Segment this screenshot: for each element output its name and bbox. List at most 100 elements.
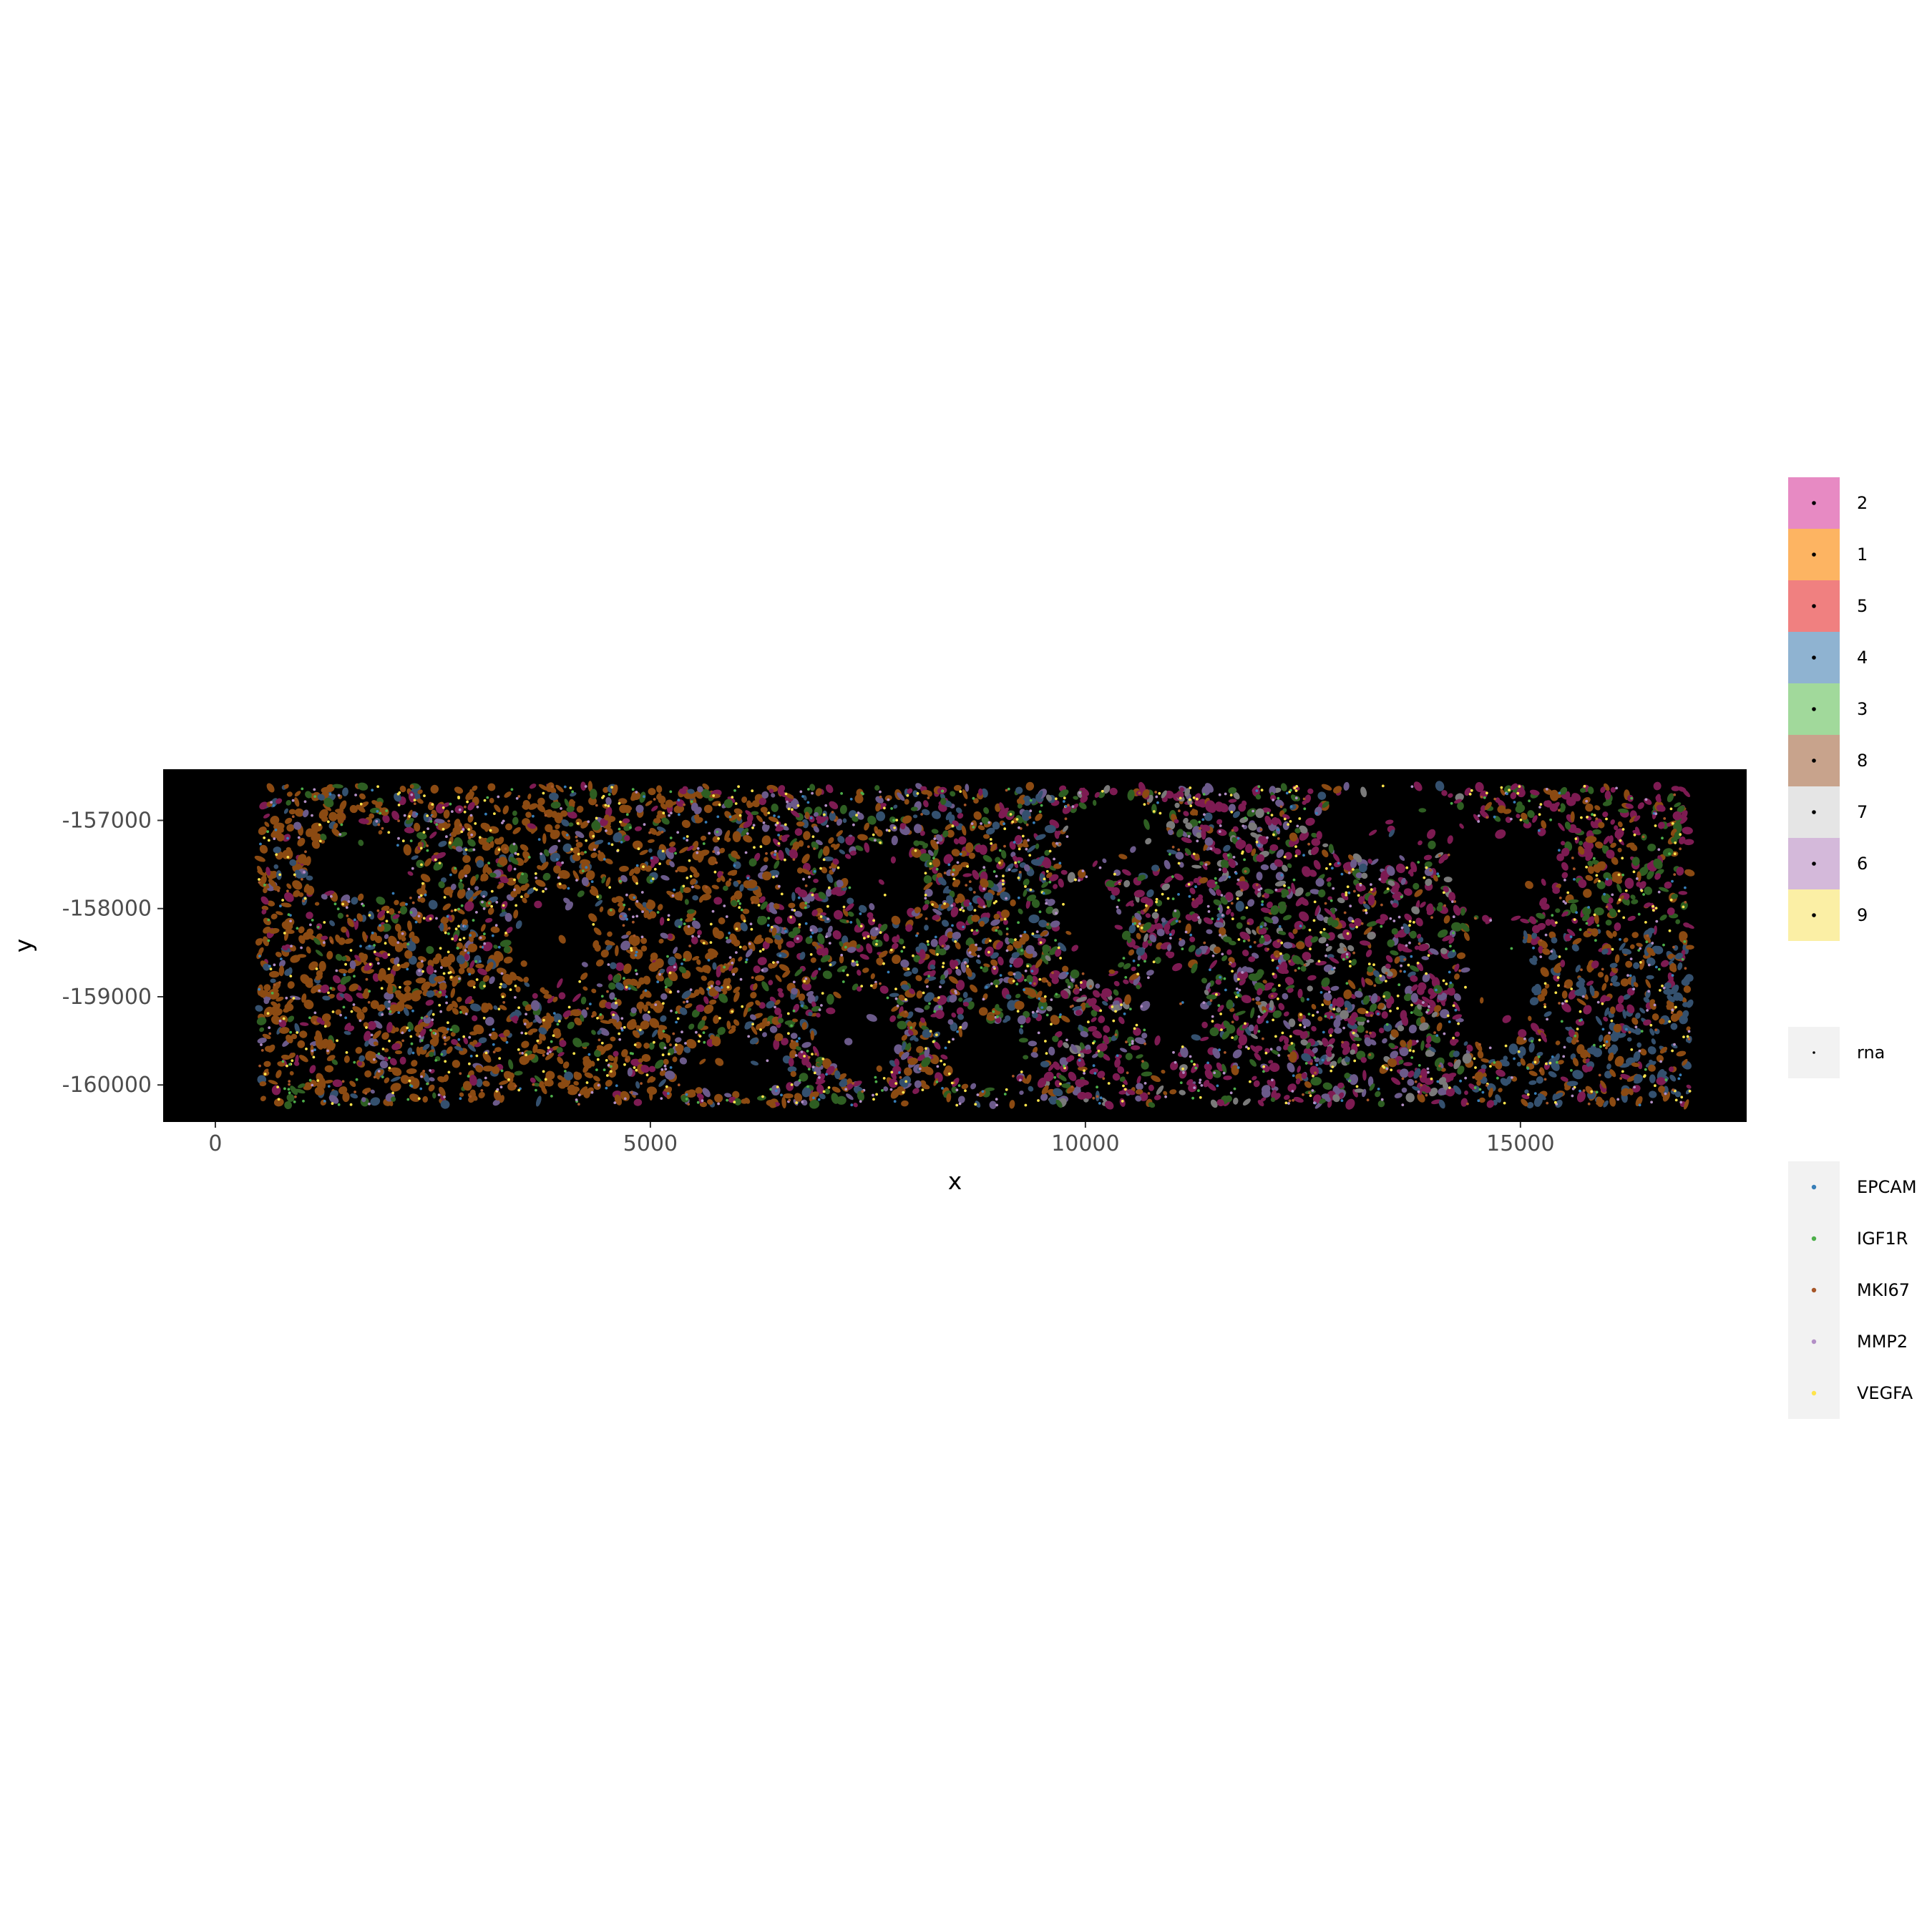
cell-polygon bbox=[1603, 996, 1611, 1002]
rna-point bbox=[1189, 786, 1192, 789]
cell-polygon bbox=[961, 1021, 968, 1030]
rna-point bbox=[1355, 1085, 1359, 1088]
cell-polygon bbox=[525, 811, 532, 819]
cell-polygon bbox=[435, 804, 445, 814]
cell-polygon bbox=[977, 825, 985, 831]
rna-point bbox=[1619, 938, 1621, 941]
rna-point bbox=[1039, 941, 1043, 945]
cell-polygon bbox=[724, 1093, 732, 1098]
cell-polygon bbox=[1585, 803, 1594, 812]
cell-polygon bbox=[596, 983, 603, 987]
cell-polygon bbox=[695, 791, 703, 799]
rna-point bbox=[1452, 1036, 1455, 1040]
cell-polygon bbox=[660, 993, 668, 1000]
cell-polygon bbox=[1321, 784, 1332, 791]
cell-polygon bbox=[1536, 1051, 1543, 1057]
cell-polygon bbox=[1297, 988, 1303, 999]
cell-polygon bbox=[788, 1058, 794, 1067]
cell-polygon bbox=[1028, 1085, 1034, 1092]
rna-point bbox=[607, 1063, 610, 1067]
rna-point bbox=[904, 1010, 907, 1014]
rna-point bbox=[794, 1054, 798, 1057]
cell-polygon bbox=[1044, 824, 1056, 834]
cell-polygon bbox=[859, 954, 869, 960]
rna-point bbox=[1028, 854, 1032, 857]
cell-polygon bbox=[600, 949, 609, 958]
rna-point bbox=[619, 820, 622, 824]
rna-point bbox=[1644, 798, 1648, 801]
rna-point bbox=[1638, 1049, 1641, 1053]
cell-polygon bbox=[1614, 825, 1619, 831]
cell-polygon bbox=[288, 809, 296, 815]
rna-point bbox=[1307, 1013, 1311, 1016]
cell-polygon bbox=[1407, 1078, 1415, 1086]
cell-polygon bbox=[1644, 902, 1652, 908]
cell-polygon bbox=[884, 795, 892, 801]
rna-point bbox=[906, 794, 909, 797]
rna-point bbox=[733, 789, 736, 792]
rna-point bbox=[857, 811, 860, 814]
cell-polygon bbox=[1091, 1009, 1098, 1017]
cell-polygon bbox=[384, 1056, 389, 1062]
rna-point bbox=[882, 1077, 886, 1080]
cell-polygon bbox=[1453, 993, 1461, 1001]
rna-point bbox=[947, 1040, 951, 1043]
rna-point bbox=[1596, 924, 1600, 927]
cell-polygon bbox=[750, 1060, 759, 1065]
cell-polygon bbox=[1436, 1022, 1443, 1032]
cell-polygon bbox=[1570, 903, 1578, 914]
cell-polygon bbox=[1637, 1061, 1643, 1070]
rna-point bbox=[799, 790, 803, 794]
cell-polygon bbox=[424, 858, 432, 867]
cell-polygon bbox=[1027, 844, 1037, 853]
rna-point bbox=[644, 989, 648, 992]
rna-point bbox=[584, 851, 587, 854]
rna-point bbox=[572, 1052, 576, 1055]
rna-point bbox=[1650, 1101, 1654, 1104]
rna-point bbox=[1140, 926, 1143, 930]
cell-polygon bbox=[789, 838, 797, 846]
cell-polygon bbox=[378, 830, 383, 835]
cell-polygon bbox=[1317, 791, 1327, 800]
rna-point bbox=[1283, 817, 1287, 821]
rna-point bbox=[268, 1032, 272, 1035]
rna-point bbox=[1652, 904, 1655, 908]
cell-polygon bbox=[261, 909, 267, 914]
cell-polygon bbox=[1058, 878, 1064, 888]
cell-polygon bbox=[1221, 1030, 1230, 1040]
cell-polygon bbox=[1188, 945, 1196, 952]
cell-polygon bbox=[1552, 887, 1561, 894]
cell-polygon bbox=[1357, 1025, 1365, 1033]
rna-point bbox=[673, 888, 675, 892]
rna-point bbox=[676, 831, 680, 834]
cell-polygon bbox=[1110, 894, 1116, 900]
cell-polygon bbox=[497, 882, 504, 889]
rna-point bbox=[1365, 1010, 1369, 1014]
rna-point bbox=[439, 990, 442, 994]
cell-polygon bbox=[328, 811, 338, 821]
cell-polygon bbox=[739, 884, 744, 892]
rna-point bbox=[1570, 987, 1574, 990]
rna-point bbox=[1485, 791, 1488, 795]
rna-point bbox=[973, 909, 977, 912]
cell-polygon bbox=[1061, 1083, 1071, 1088]
cell-polygon bbox=[354, 955, 362, 962]
rna-point bbox=[1410, 1056, 1414, 1059]
cell-polygon bbox=[1131, 1045, 1141, 1050]
rna-point bbox=[1576, 1028, 1579, 1030]
cell-polygon bbox=[832, 930, 841, 940]
cell-polygon bbox=[349, 1080, 356, 1088]
rna-point bbox=[497, 848, 501, 852]
rna-point bbox=[1513, 801, 1516, 804]
cell-polygon bbox=[1204, 990, 1209, 995]
cell-polygon bbox=[743, 834, 753, 843]
rna-point bbox=[933, 837, 937, 840]
cell-polygon bbox=[437, 1075, 446, 1083]
rna-point bbox=[544, 887, 547, 891]
cell-polygon bbox=[1480, 1058, 1490, 1063]
cell-polygon bbox=[1611, 857, 1619, 865]
rna-point bbox=[1452, 950, 1455, 952]
cell-polygon bbox=[557, 1082, 566, 1089]
rna-point bbox=[1423, 876, 1426, 879]
cell-polygon bbox=[574, 1017, 582, 1026]
